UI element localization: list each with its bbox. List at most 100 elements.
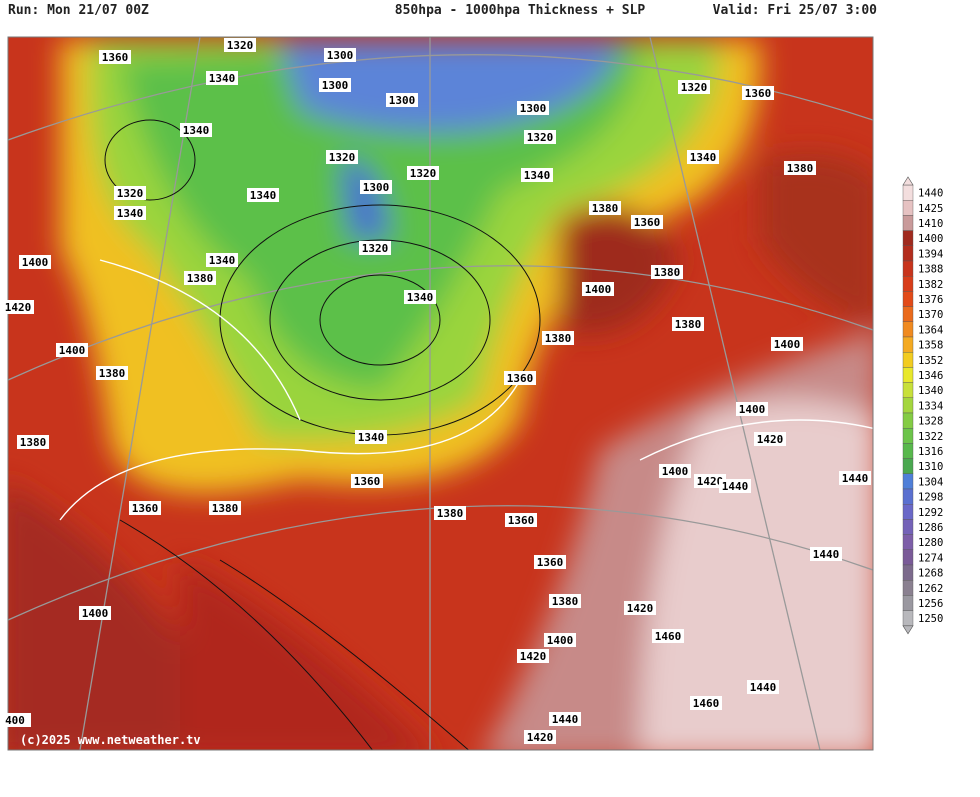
contour-label-bg: [542, 331, 574, 345]
contour-label-bg: [524, 130, 556, 144]
contour-label-bg: [589, 201, 621, 215]
legend-swatch: [902, 610, 914, 626]
contour-label: 400: [5, 714, 25, 727]
contour-label-bg: [404, 290, 436, 304]
contour-label: 1440: [813, 548, 840, 561]
legend-swatch: [902, 549, 914, 566]
legend-swatch: [902, 428, 914, 444]
contour-label: 1380: [99, 367, 126, 380]
legend-swatch: [902, 519, 914, 535]
legend-swatch: [902, 504, 914, 520]
contour-label: 1360: [508, 514, 535, 527]
legend-label: 1250: [918, 613, 943, 625]
legend-label: 1364: [918, 324, 943, 336]
legend-swatch: [902, 412, 914, 429]
legend-label: 1376: [918, 294, 943, 306]
contour-label-bg: [652, 629, 684, 643]
contour-label: 1340: [209, 72, 236, 85]
contour-label-bg: [206, 253, 238, 267]
legend-swatch: [902, 595, 914, 611]
contour-label-bg: [359, 241, 391, 255]
legend-label: 1388: [918, 264, 943, 276]
contour-label-bg: [434, 506, 466, 520]
legend-swatch: [902, 276, 914, 292]
contour-label-bg: [524, 730, 556, 744]
contour-label-bg: [687, 150, 719, 164]
contour-label-bg: [99, 50, 131, 64]
contour-label: 1340: [209, 254, 236, 267]
legend-swatch: [902, 534, 914, 550]
legend-label: 1334: [918, 400, 943, 412]
contour-label: 1420: [5, 301, 32, 314]
contour-label: 1320: [329, 151, 356, 164]
contour-label: 1360: [745, 87, 772, 100]
contour-label-bg: [17, 435, 49, 449]
contour-label-bg: [351, 474, 383, 488]
legend-swatch: [902, 291, 914, 307]
legend-label: 1340: [918, 385, 943, 397]
contour-label: 1360: [132, 502, 159, 515]
contour-label: 1300: [363, 181, 390, 194]
legend-label: 1286: [918, 522, 943, 534]
legend-swatch: [902, 458, 914, 475]
contour-label: 1320: [681, 81, 708, 94]
legend-label: 1304: [918, 476, 943, 488]
contour-label: 1380: [187, 272, 214, 285]
contour-label: 1320: [362, 242, 389, 255]
legend-label: 1268: [918, 568, 943, 580]
contour-label: 1400: [585, 283, 612, 296]
contour-label-bg: [0, 713, 31, 727]
contour-label-bg: [504, 371, 536, 385]
contour-label: 1360: [354, 475, 381, 488]
valid-label: Valid: Fri 25/07 3:00: [713, 3, 878, 18]
contour-label-bg: [209, 501, 241, 515]
legend-swatch: [902, 306, 914, 323]
legend-swatch: [902, 352, 914, 368]
contour-label-bg: [810, 547, 842, 561]
contour-label-bg: [678, 80, 710, 94]
contour-label-bg: [582, 282, 614, 296]
contour-label: 1420: [527, 731, 554, 744]
legend-swatch: [902, 473, 914, 490]
legend-label: 1256: [918, 598, 943, 610]
legend-swatch: [902, 443, 914, 459]
contour-label: 1320: [227, 39, 254, 52]
legend-swatch: [902, 321, 914, 338]
contour-label-bg: [672, 317, 704, 331]
contour-label-bg: [2, 300, 34, 314]
contour-label: 1420: [757, 433, 784, 446]
contour-label: 1340: [250, 189, 277, 202]
contour-label: 1340: [407, 291, 434, 304]
contour-label: 1440: [722, 480, 749, 493]
contour-label: 1440: [552, 713, 579, 726]
contour-label-bg: [79, 606, 111, 620]
contour-label-bg: [326, 150, 358, 164]
legend-swatch: [902, 199, 914, 216]
contour-label: 1420: [627, 602, 654, 615]
contour-label-bg: [544, 633, 576, 647]
contour-label: 1340: [117, 207, 144, 220]
legend-swatch: [902, 245, 914, 262]
contour-label: 1380: [592, 202, 619, 215]
contour-label: 1400: [774, 338, 801, 351]
legend-label: 1370: [918, 309, 943, 321]
contour-label-bg: [517, 101, 549, 115]
contour-label-bg: [360, 180, 392, 194]
contour-label: 1360: [634, 216, 661, 229]
contour-label: 1340: [690, 151, 717, 164]
contour-label: 1300: [520, 102, 547, 115]
contour-label: 1340: [524, 169, 551, 182]
contour-label-bg: [517, 649, 549, 663]
contour-label: 1360: [102, 51, 129, 64]
legend-arrow-top: [902, 176, 914, 186]
legend-swatch: [902, 367, 914, 383]
contour-label: 1300: [389, 94, 416, 107]
legend-swatch: [902, 382, 914, 399]
contour-label-bg: [407, 166, 439, 180]
contour-label-bg: [690, 696, 722, 710]
contour-label: 1380: [545, 332, 572, 345]
contour-label-bg: [96, 366, 128, 380]
contour-label: 1400: [739, 403, 766, 416]
legend-label: 1322: [918, 431, 943, 443]
